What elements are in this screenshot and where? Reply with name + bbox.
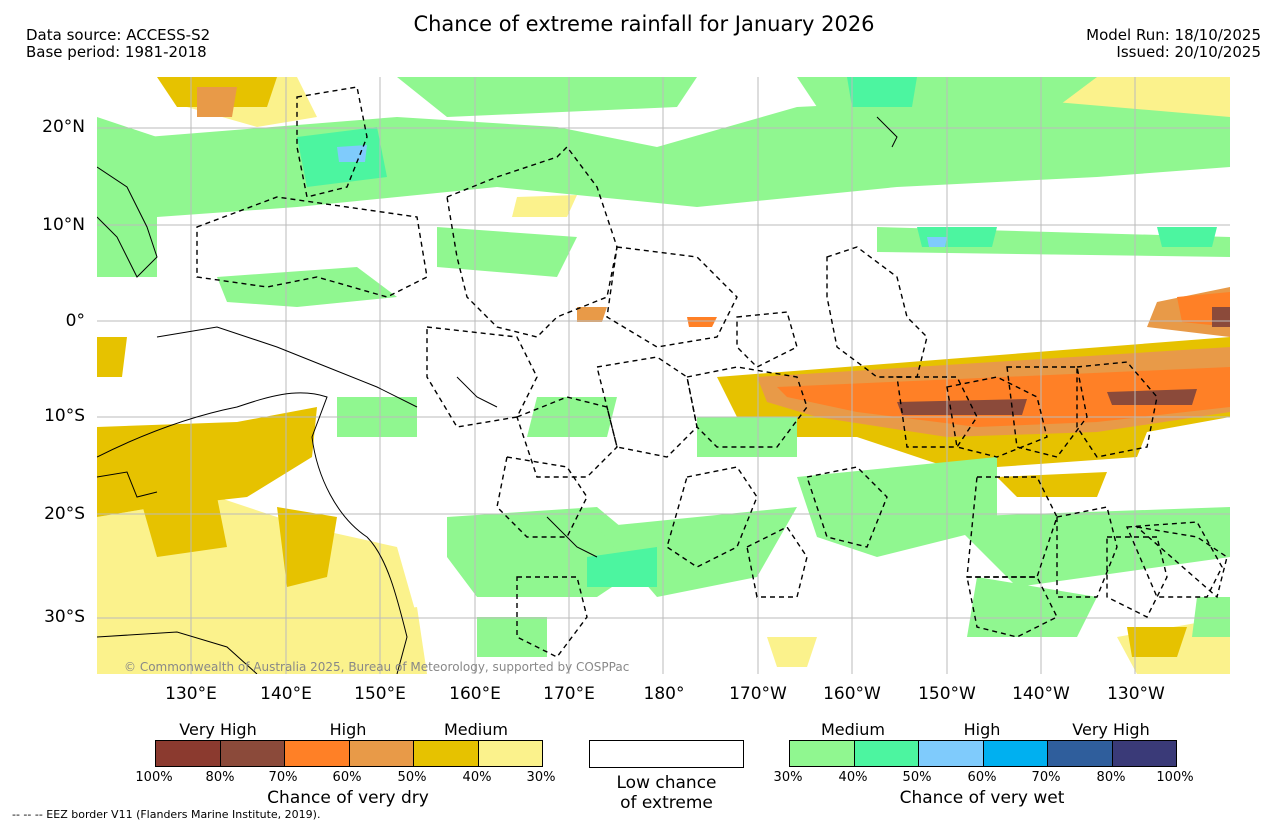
wet-swatch — [1111, 740, 1177, 767]
eez-footnote: -- -- -- EEZ border V11 (Flanders Marine… — [12, 808, 321, 821]
data-source: Data source: ACCESS-S2 — [26, 26, 211, 44]
map-canvas — [97, 77, 1230, 674]
wet-category-high: High — [963, 720, 1001, 739]
lat-label: 30°S — [44, 607, 85, 627]
low-chance-line1: Low chance — [616, 773, 717, 793]
rainfall-map — [97, 77, 1230, 674]
lon-label: 150°E — [354, 684, 406, 704]
low-chance-line2: of extreme — [620, 793, 713, 813]
eez-borders — [196, 86, 1228, 658]
low-chance-swatch — [589, 740, 744, 768]
wet-category-medium: Medium — [821, 720, 885, 739]
wet-swatch — [1047, 740, 1112, 767]
wet-swatch — [853, 740, 919, 767]
dry-swatch — [477, 740, 543, 767]
run-info: Model Run: 18/10/2025 Issued: 20/10/2025 — [1086, 27, 1261, 61]
dry-tick: 80% — [205, 770, 235, 785]
wet-swatch — [918, 740, 983, 767]
dry-tick: 60% — [332, 770, 362, 785]
lon-label: 130°W — [1107, 684, 1165, 704]
base-period: Base period: 1981-2018 — [26, 43, 207, 61]
lon-label: 160°W — [823, 684, 881, 704]
dry-swatch — [284, 740, 349, 767]
lat-label: 20°S — [44, 504, 85, 524]
map-title: Chance of extreme rainfall for January 2… — [413, 12, 875, 36]
issued-date: Issued: 20/10/2025 — [1116, 43, 1261, 61]
wet-tick: 100% — [1156, 770, 1194, 785]
dry-swatch — [155, 740, 220, 767]
dry-tick: 100% — [135, 770, 173, 785]
model-run: Model Run: 18/10/2025 — [1086, 26, 1261, 44]
dry-category-high: High — [329, 720, 367, 739]
wet-legend-title: Chance of very wet — [899, 788, 1065, 808]
dry-tick: 70% — [268, 770, 298, 785]
lat-label: 10°S — [44, 406, 85, 426]
dry-category-very-high: Very High — [179, 720, 257, 739]
wet-swatch — [789, 740, 854, 767]
lon-label: 160°E — [449, 684, 501, 704]
lat-label: 10°N — [42, 215, 85, 235]
graticule — [97, 77, 1230, 674]
low-chance-label: Low chance of extreme — [589, 773, 744, 813]
copyright: © Commonwealth of Australia 2025, Bureau… — [124, 660, 630, 674]
wet-tick: 40% — [838, 770, 868, 785]
lat-label: 20°N — [42, 117, 85, 137]
dry-medium-areas — [97, 77, 1230, 657]
dry-swatch — [413, 740, 478, 767]
dry-category-medium: Medium — [444, 720, 508, 739]
dry-legend-title: Chance of very dry — [267, 788, 429, 808]
source-info: Data source: ACCESS-S2 Base period: 1981… — [26, 27, 210, 61]
wet-tick: 70% — [1031, 770, 1061, 785]
dry-tick: 50% — [397, 770, 427, 785]
lon-label: 170°E — [543, 684, 595, 704]
wet-tick: 30% — [773, 770, 803, 785]
lat-label: 0° — [65, 311, 85, 331]
dry-swatch — [348, 740, 414, 767]
lon-label: 180° — [643, 684, 685, 704]
lon-label: 170°W — [729, 684, 787, 704]
coastlines — [97, 116, 898, 674]
lon-label: 140°E — [260, 684, 312, 704]
wet-tick: 60% — [967, 770, 997, 785]
dry-tick: 40% — [462, 770, 492, 785]
wet-high-areas — [337, 145, 947, 247]
wet-medium-light-areas — [97, 77, 1230, 657]
wet-swatch — [982, 740, 1048, 767]
wet-tick: 80% — [1096, 770, 1126, 785]
lon-label: 150°W — [918, 684, 976, 704]
lon-label: 140°W — [1012, 684, 1070, 704]
wet-tick: 50% — [902, 770, 932, 785]
wet-category-very-high: Very High — [1072, 720, 1150, 739]
lon-label: 130°E — [165, 684, 217, 704]
dry-very-high-areas — [897, 307, 1230, 415]
dry-swatch — [219, 740, 285, 767]
dry-tick: 30% — [526, 770, 556, 785]
